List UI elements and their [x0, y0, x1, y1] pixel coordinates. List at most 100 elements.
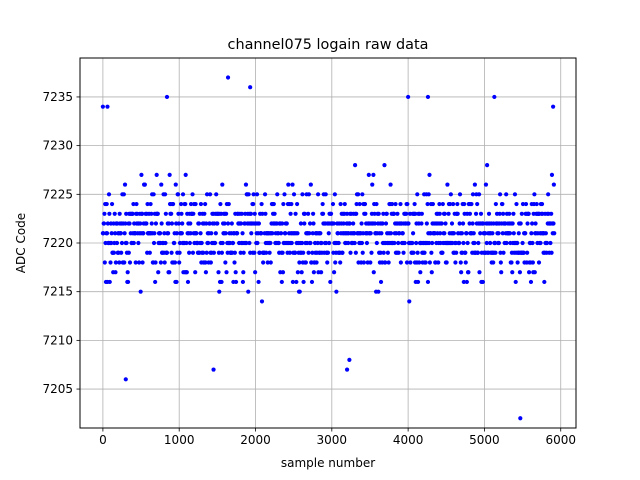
data-point: [493, 201, 498, 207]
data-point: [549, 211, 554, 216]
data-point: [342, 201, 347, 207]
data-point: [243, 182, 249, 187]
data-point: [162, 192, 168, 197]
data-point: [330, 201, 336, 207]
data-point: [526, 211, 531, 216]
data-point: [153, 221, 159, 226]
data-point: [113, 260, 118, 265]
data-point: [542, 279, 547, 285]
data-point: [400, 231, 405, 236]
data-point: [169, 211, 174, 216]
data-point: [202, 211, 207, 216]
data-point: [289, 240, 294, 246]
data-point: [463, 260, 468, 265]
data-point: [288, 211, 293, 216]
data-point: [278, 231, 284, 236]
data-point: [290, 279, 295, 285]
data-point: [229, 221, 234, 226]
data-point: [233, 270, 238, 275]
data-point: [107, 279, 112, 285]
data-point: [414, 240, 419, 246]
data-point: [498, 250, 503, 255]
data-point: [427, 172, 432, 177]
data-point: [331, 221, 336, 226]
data-point: [246, 289, 251, 294]
data-point: [530, 260, 535, 265]
data-point: [293, 211, 298, 216]
data-point: [127, 221, 132, 226]
data-point: [198, 201, 204, 207]
data-point: [294, 279, 299, 285]
data-point: [405, 201, 410, 207]
data-point: [362, 201, 368, 207]
data-point: [295, 201, 300, 207]
data-point: [497, 211, 502, 216]
data-point: [118, 231, 123, 236]
data-point: [214, 192, 219, 197]
data-point: [253, 270, 258, 275]
data-point: [302, 221, 307, 226]
data-point: [463, 250, 468, 255]
data-point: [381, 211, 386, 216]
data-point: [346, 240, 351, 246]
data-point: [483, 231, 488, 236]
outlier-point: [406, 94, 411, 100]
data-point: [102, 211, 107, 216]
data-point: [478, 231, 483, 236]
data-point: [172, 240, 177, 246]
data-point: [252, 250, 257, 255]
data-point: [475, 201, 480, 207]
data-point: [166, 221, 171, 226]
data-point: [437, 211, 442, 216]
data-point: [131, 201, 136, 207]
data-point: [376, 289, 381, 294]
data-point: [107, 211, 112, 216]
data-point: [111, 250, 117, 255]
data-point: [352, 163, 358, 168]
data-point: [467, 221, 472, 226]
data-point: [123, 221, 128, 226]
data-point: [459, 231, 465, 236]
data-point: [216, 250, 221, 255]
data-point: [207, 221, 212, 226]
data-point: [447, 201, 453, 207]
data-point: [225, 221, 231, 226]
data-point: [341, 221, 346, 226]
data-point: [464, 231, 469, 236]
data-point: [390, 201, 395, 207]
data-point: [546, 192, 551, 197]
data-point: [483, 182, 489, 187]
data-point: [159, 182, 164, 187]
data-point: [398, 260, 403, 265]
data-point: [539, 201, 545, 207]
data-point: [451, 201, 456, 207]
data-point: [136, 240, 141, 246]
data-point: [534, 201, 539, 207]
data-point: [125, 279, 131, 285]
data-point: [158, 231, 163, 236]
data-point: [223, 260, 228, 265]
data-point: [510, 270, 515, 275]
data-point: [241, 250, 246, 255]
data-point: [320, 201, 325, 207]
data-point: [101, 221, 107, 226]
data-point: [174, 279, 179, 285]
data-point: [302, 211, 307, 216]
data-point: [426, 192, 431, 197]
data-point: [177, 250, 182, 255]
data-point: [268, 260, 273, 265]
data-point: [404, 260, 410, 265]
data-point: [106, 192, 112, 197]
data-point: [301, 250, 306, 255]
data-point: [306, 211, 311, 216]
data-point: [251, 201, 256, 207]
data-point: [532, 192, 537, 197]
data-point: [183, 201, 188, 207]
data-point: [408, 260, 413, 265]
data-point: [235, 231, 240, 236]
data-point: [310, 250, 315, 255]
data-point: [359, 221, 364, 226]
data-point: [203, 201, 208, 207]
data-point: [498, 260, 503, 265]
